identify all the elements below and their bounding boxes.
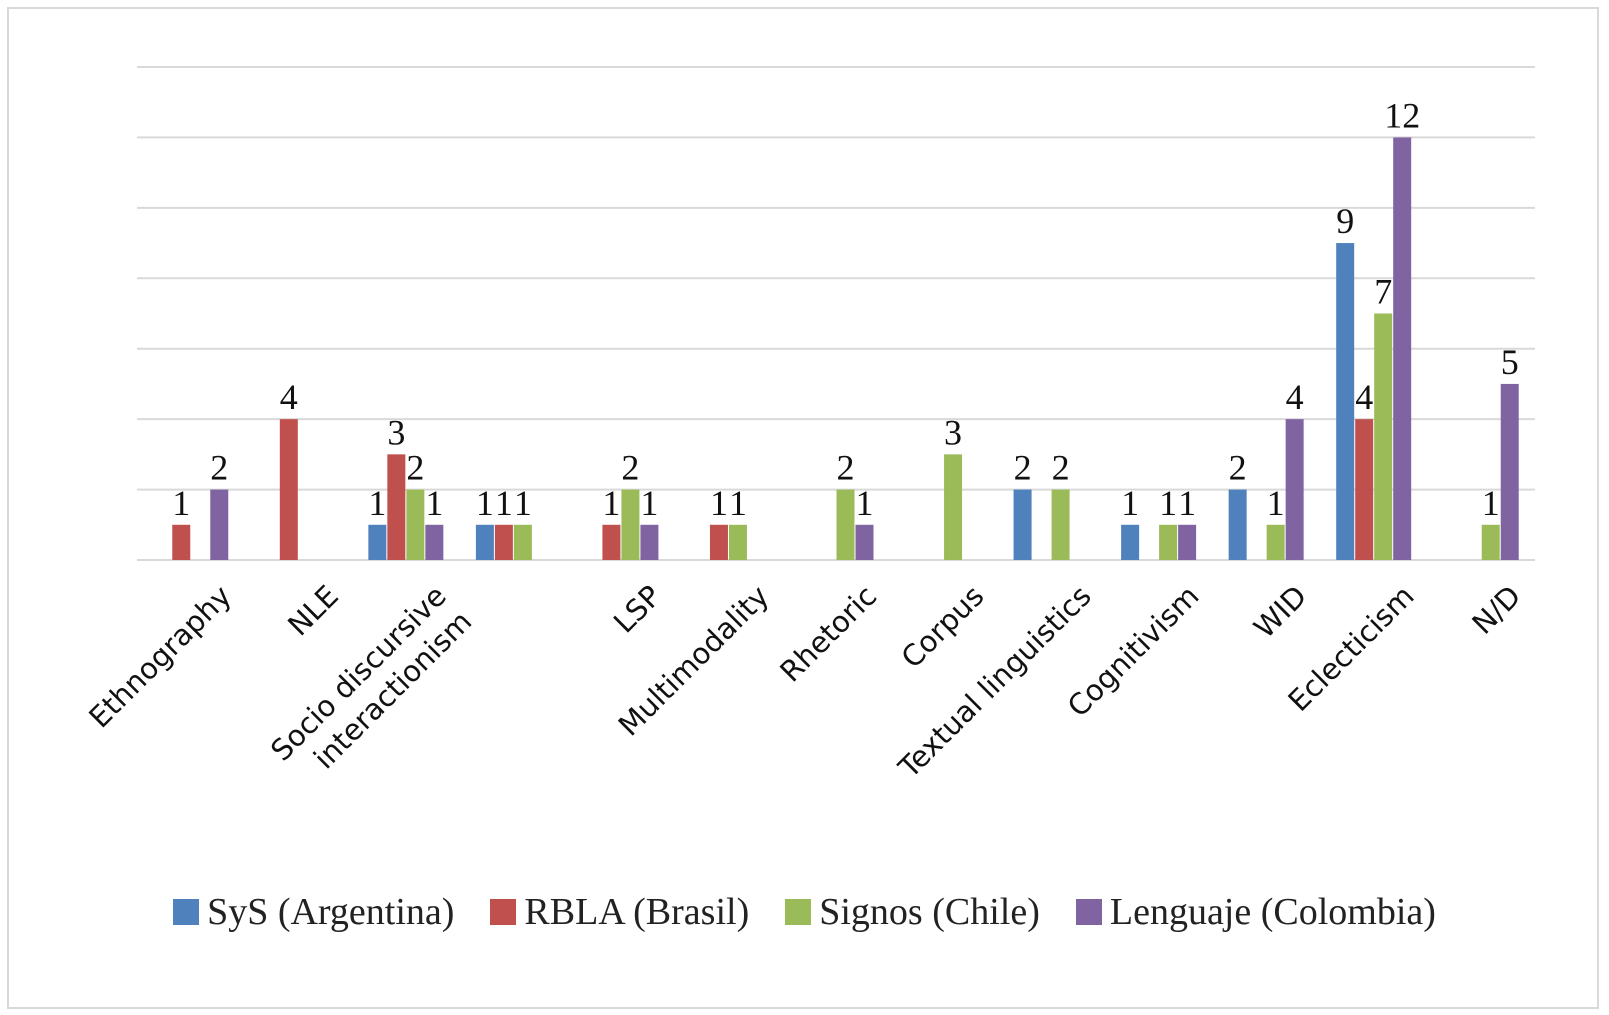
data-label: 1 <box>710 483 728 523</box>
data-label: 2 <box>1052 448 1070 488</box>
legend-item: Signos (Chile) <box>785 890 1040 934</box>
bar <box>1178 524 1197 560</box>
bar <box>1121 524 1140 560</box>
legend-swatch <box>1075 899 1102 925</box>
bar <box>640 524 659 560</box>
data-label: 1 <box>1482 483 1500 523</box>
bar <box>728 524 747 560</box>
data-label: 1 <box>1267 483 1285 523</box>
bar <box>1355 419 1374 560</box>
data-label: 1 <box>729 483 747 523</box>
bar <box>836 489 855 560</box>
bar <box>1285 419 1304 560</box>
legend-label: Lenguaje (Colombia) <box>1109 891 1436 933</box>
data-label: 2 <box>1014 448 1032 488</box>
legend-label: SyS (Argentina) <box>207 891 455 933</box>
data-label: 3 <box>387 412 405 452</box>
data-label: 4 <box>1355 377 1373 417</box>
legend-swatch <box>173 899 200 925</box>
bar <box>1051 489 1070 560</box>
data-label: 1 <box>368 483 386 523</box>
bar <box>494 524 513 560</box>
data-label: 2 <box>621 448 639 488</box>
bar <box>406 489 425 560</box>
data-label: 12 <box>1384 95 1420 135</box>
data-label: 1 <box>640 483 658 523</box>
data-label: 1 <box>856 483 874 523</box>
legend-swatch <box>490 899 517 925</box>
bar <box>1228 489 1247 560</box>
bar <box>855 524 874 560</box>
data-label: 1 <box>172 483 190 523</box>
bar <box>368 524 387 560</box>
legend-label: RBLA (Brasil) <box>524 891 750 933</box>
bar <box>1266 524 1285 560</box>
data-label: 1 <box>1121 483 1139 523</box>
data-label: 7 <box>1374 272 1392 312</box>
data-label: 1 <box>602 483 620 523</box>
bar <box>621 489 640 560</box>
bar <box>1159 524 1178 560</box>
data-label: 2 <box>210 448 228 488</box>
bar <box>1013 489 1032 560</box>
data-label: 1 <box>1159 483 1177 523</box>
bar <box>425 524 444 560</box>
bar <box>172 524 191 560</box>
bar <box>387 454 406 560</box>
data-label: 1 <box>476 483 494 523</box>
bar <box>513 524 532 560</box>
bar <box>944 454 963 560</box>
legend-item: Lenguaje (Colombia) <box>1075 890 1436 934</box>
legend-swatch <box>785 899 812 925</box>
legend: SyS (Argentina) RBLA (Brasil) Signos (Chil… <box>0 890 1609 934</box>
bar <box>1500 383 1519 560</box>
legend-item: SyS (Argentina) <box>173 890 454 934</box>
data-label: 1 <box>1178 483 1196 523</box>
bar <box>475 524 494 560</box>
data-label: 1 <box>425 483 443 523</box>
data-label: 4 <box>1286 377 1304 417</box>
bar <box>1374 313 1393 560</box>
bar <box>602 524 621 560</box>
legend-item: RBLA (Brasil) <box>490 890 749 934</box>
bar <box>279 419 298 560</box>
data-label: 2 <box>837 448 855 488</box>
data-label: 3 <box>944 412 962 452</box>
bar <box>210 489 229 560</box>
chart-frame <box>7 7 1599 1009</box>
data-label: 1 <box>495 483 513 523</box>
bar <box>709 524 728 560</box>
legend-label: Signos (Chile) <box>819 891 1040 933</box>
data-label: 2 <box>406 448 424 488</box>
bar <box>1336 243 1355 561</box>
bar <box>1393 137 1412 560</box>
data-label: 9 <box>1336 201 1354 241</box>
data-label: 1 <box>514 483 532 523</box>
data-label: 5 <box>1501 342 1519 382</box>
data-label: 4 <box>280 377 298 417</box>
bar <box>1481 524 1500 560</box>
data-label: 2 <box>1229 448 1247 488</box>
